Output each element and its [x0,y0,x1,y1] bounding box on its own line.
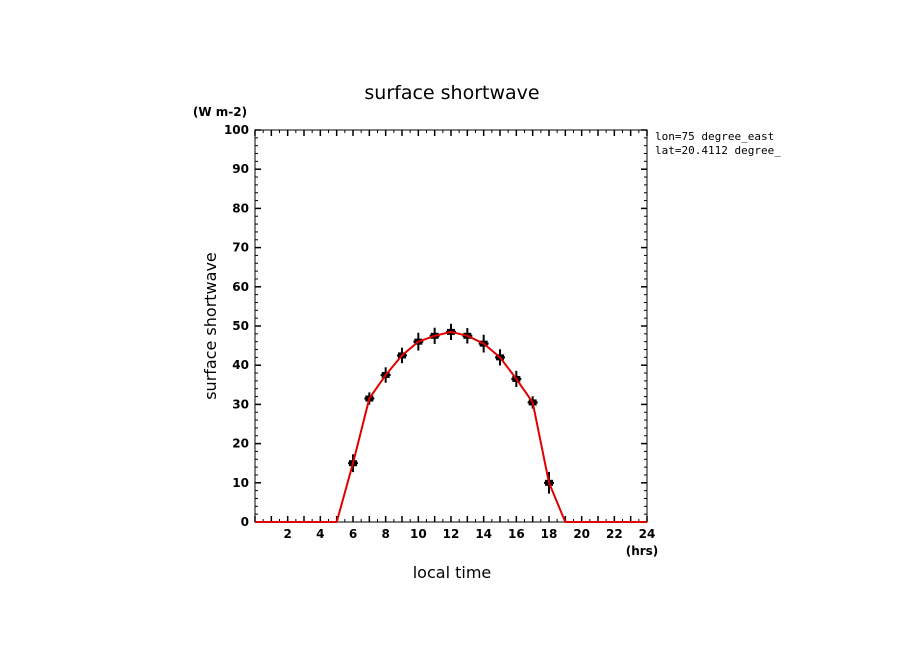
x-tick-label: 4 [316,527,324,541]
x-axis-unit: (hrs) [626,544,659,558]
y-tick-label: 40 [232,358,249,372]
y-tick-label: 20 [232,437,249,451]
y-axis-title: surface shortwave [201,252,220,400]
y-tick-label: 30 [232,397,249,411]
y-tick-label: 100 [224,123,249,137]
y-tick-label: 90 [232,162,249,176]
y-tick-label: 0 [241,515,249,529]
x-tick-label: 16 [508,527,525,541]
x-tick-label: 22 [606,527,623,541]
x-tick-label: 18 [541,527,558,541]
annotation-lat: lat=20.4112 degree_ [655,144,781,157]
y-axis-unit: (W m-2) [193,105,247,119]
series-line [255,330,647,523]
x-tick-label: 10 [410,527,427,541]
x-axis-title: local time [413,563,492,582]
x-tick-label: 20 [573,527,590,541]
chart-title: surface shortwave [364,82,539,104]
data-series [255,323,647,523]
y-tick-label: 60 [232,280,249,294]
x-tick-label: 24 [639,527,656,541]
tick-labels: 2 4 6 8 10 12 14 16 18 20 22 2401020304050607080901… [224,123,655,541]
y-tick-label: 80 [232,201,249,215]
x-tick-label: 6 [349,527,357,541]
x-tick-label: 14 [475,527,492,541]
x-tick-label: 2 [283,527,291,541]
y-tick-label: 10 [232,476,249,490]
y-tick-label: 50 [232,319,249,333]
axis-ticks [254,129,648,523]
x-tick-label: 8 [381,527,389,541]
y-tick-label: 70 [232,241,249,255]
x-tick-label: 12 [443,527,460,541]
annotation-lon: lon=75 degree_east [655,130,774,143]
